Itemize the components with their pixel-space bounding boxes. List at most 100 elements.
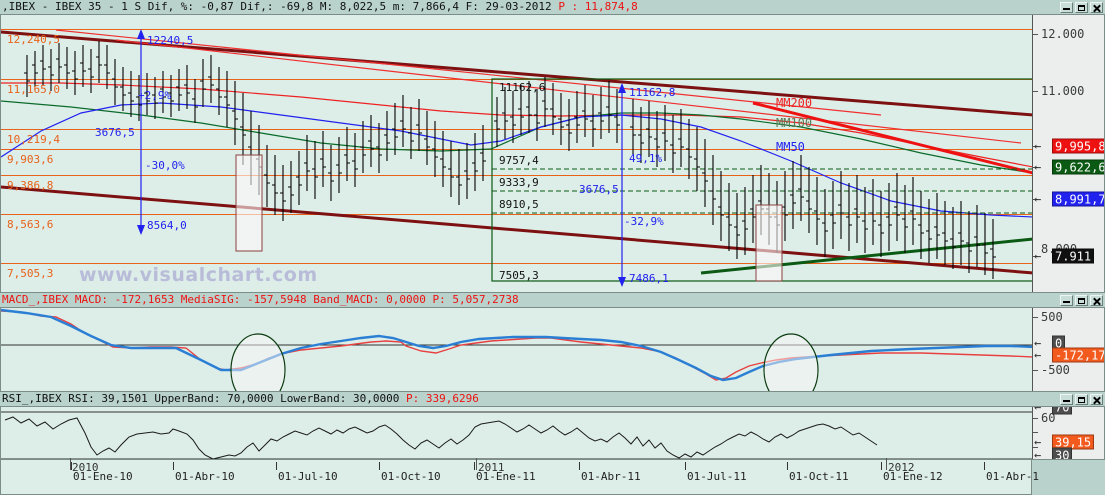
year-marker: 2010 xyxy=(72,461,99,474)
macd-value-arrow: ← xyxy=(1034,348,1042,362)
level-line xyxy=(1,263,1032,264)
legend-mm50: MM50 xyxy=(776,140,805,154)
date-tick xyxy=(685,462,686,470)
date-tick xyxy=(276,462,277,470)
scale-tick xyxy=(1032,447,1038,448)
macd-panel-title-text: MACD_,IBEX MACD: -172,1653 MediaSIG: -15… xyxy=(2,293,426,306)
close-icon[interactable] xyxy=(1090,1,1103,13)
minimize-icon[interactable] xyxy=(1060,294,1073,306)
rsi-panel-title: RSI_,IBEX RSI: 39,1501 UpperBand: 70,000… xyxy=(0,392,479,406)
level-line xyxy=(1,214,1032,215)
scale-tick-label: 60 xyxy=(1041,411,1056,425)
rsi-lower-arrow: ← xyxy=(1034,448,1042,460)
maximize-icon[interactable] xyxy=(1075,393,1088,405)
year-marker: 2011 xyxy=(478,461,505,474)
minimize-icon[interactable] xyxy=(1060,393,1073,405)
price-panel: ,IBEX - IBEX 35 - 1 S Dif, %: -0,87 Dif,… xyxy=(0,0,1105,293)
watermark: www.visualchart.com xyxy=(79,264,318,286)
scale-tick-label: -500 xyxy=(1041,363,1070,377)
date-label: 01-Oct-10 xyxy=(381,470,441,483)
rsi-p-value: P: 339,6296 xyxy=(405,392,479,405)
price-scale[interactable]: 12.000 11.000 8.000 ← 9,995,8 ← 9,622,6 … xyxy=(1032,14,1105,293)
mm100-price-badge[interactable]: 9,622,6 xyxy=(1052,159,1104,175)
measure-label: 3676,5 xyxy=(579,183,619,196)
level-label: 9,903,6 xyxy=(7,153,54,166)
measure-label: 49,1% xyxy=(629,152,663,165)
close-icon[interactable] xyxy=(1090,393,1103,405)
year-marker: 2012 xyxy=(888,461,915,474)
scale-tick xyxy=(1032,432,1038,433)
fib-label: 11162,6 xyxy=(499,81,546,94)
price-marker-arrow: ← xyxy=(1034,160,1042,174)
macd-value-badge[interactable]: -172,17 xyxy=(1052,347,1104,363)
ohlc-bars xyxy=(24,41,996,279)
rsi-value-arrow: ← xyxy=(1034,435,1042,449)
scale-tick xyxy=(1032,317,1038,318)
level-label: 9,386,8 xyxy=(7,179,54,192)
price-marker-arrow: ← xyxy=(1034,139,1042,153)
year-tick xyxy=(476,458,477,470)
scale-tick xyxy=(1032,91,1038,92)
date-label: 01-Oct-11 xyxy=(789,470,849,483)
price-plot-area[interactable]: 12,240,5 11,165,0 10,219,4 9,903,6 9,386… xyxy=(0,14,1032,293)
level-line xyxy=(1,175,1032,176)
price-panel-window-controls[interactable] xyxy=(1055,1,1103,13)
date-label: 01-Ene-10 xyxy=(73,470,133,483)
level-line xyxy=(1,29,1032,30)
fib-label: 9333,9 xyxy=(499,176,539,189)
scale-tick-label: 11.000 xyxy=(1041,84,1085,98)
scale-axis-line xyxy=(1032,15,1033,292)
measure-label: 3676,5 xyxy=(95,126,135,139)
legend-mm200: MM200 xyxy=(776,96,813,110)
rsi-upper-arrow: ← xyxy=(1034,406,1042,414)
fib-label: 7505,3 xyxy=(499,269,539,282)
price-panel-title-text: ,IBEX - IBEX 35 - 1 S Dif, %: -0,87 Dif,… xyxy=(2,0,552,13)
rsi-scale[interactable]: 60 ← 70 ← 39,15 ← 30 xyxy=(1032,406,1105,460)
scale-tick-label: 12.000 xyxy=(1041,27,1085,41)
fib-label: 9757,4 xyxy=(499,154,539,167)
price-marker-arrow: ← xyxy=(1034,249,1042,263)
rsi-lower-badge[interactable]: 30 xyxy=(1052,447,1073,459)
macd-panel-window-controls[interactable] xyxy=(1055,294,1103,306)
date-tick xyxy=(474,462,475,470)
maximize-icon[interactable] xyxy=(1075,1,1088,13)
fib-label: 8910,5 xyxy=(499,198,539,211)
macd-chart-drawing xyxy=(1,308,1032,391)
close-icon[interactable] xyxy=(1090,294,1103,306)
date-label: 01-Abr-11 xyxy=(581,470,641,483)
scale-axis-line xyxy=(1032,308,1033,391)
rsi-panel-title-text: RSI_,IBEX RSI: 39,1501 UpperBand: 70,000… xyxy=(2,392,400,405)
date-tick xyxy=(579,462,580,470)
maximize-icon[interactable] xyxy=(1075,294,1088,306)
scale-tick xyxy=(1032,199,1038,200)
rsi-value-badge[interactable]: 39,15 xyxy=(1052,434,1095,450)
date-label: 01-Ene-12 xyxy=(883,470,943,483)
date-axis[interactable]: 01-Ene-10 01-Abr-10 01-Jul-10 01-Oct-10 … xyxy=(0,460,1039,495)
rsi-panel-window-controls[interactable] xyxy=(1055,393,1103,405)
level-line xyxy=(1,149,1032,150)
last-price-badge[interactable]: 7.911 xyxy=(1052,248,1095,264)
macd-plot-area[interactable] xyxy=(0,307,1032,392)
date-tick xyxy=(173,462,174,470)
measure-label: -30,0% xyxy=(145,159,185,172)
mm50-price-badge[interactable]: 8,991,7 xyxy=(1052,191,1104,207)
measure-label: -32,9% xyxy=(624,215,664,228)
rsi-panel: RSI_,IBEX RSI: 39,1501 UpperBand: 70,000… xyxy=(0,392,1105,495)
macd-scale[interactable]: 500 -500 ← 0 ← -172,17 xyxy=(1032,307,1105,392)
minimize-icon[interactable] xyxy=(1060,1,1073,13)
date-label: 01-Jul-11 xyxy=(687,470,747,483)
mm200-price-badge[interactable]: 9,995,8 xyxy=(1052,138,1104,154)
measure-label: 8564,0 xyxy=(147,219,187,232)
price-panel-last-price: P : 11,874,8 xyxy=(558,0,638,13)
macd-p-value: P: 5,057,2738 xyxy=(432,293,519,306)
date-label: 01-Ene-11 xyxy=(476,470,536,483)
measure-label: 7486,1 xyxy=(629,272,669,285)
scale-tick xyxy=(1032,370,1038,371)
date-tick xyxy=(984,462,985,470)
rsi-upper-badge[interactable]: 70 xyxy=(1052,407,1073,415)
rsi-plot-area[interactable] xyxy=(0,406,1032,460)
date-label: 01-Abr-1 xyxy=(986,470,1039,483)
scale-tick xyxy=(1032,256,1038,257)
macd-panel-title: MACD_,IBEX MACD: -172,1653 MediaSIG: -15… xyxy=(0,293,519,307)
